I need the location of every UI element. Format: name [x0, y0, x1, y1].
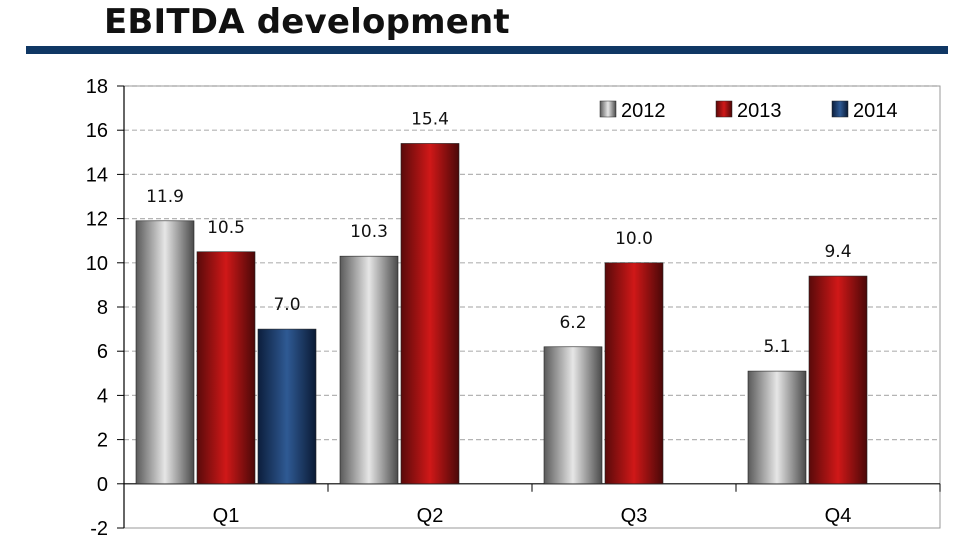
data-label: 5.1 — [763, 337, 790, 357]
data-label: 10.5 — [207, 218, 245, 238]
x-category-label: Q4 — [825, 505, 852, 527]
legend-swatch-2013 — [715, 100, 733, 118]
bar-2012-q4 — [747, 370, 807, 485]
chart-title: EBITDA development — [104, 2, 510, 42]
y-tick-label: 16 — [86, 120, 108, 142]
y-tick-label: 6 — [97, 341, 108, 363]
data-label: 6.2 — [559, 313, 586, 333]
bar-2013-q1 — [196, 251, 256, 485]
legend-label-2014: 2014 — [853, 100, 898, 122]
data-label: 15.4 — [411, 109, 449, 129]
bar-2013-q4 — [808, 275, 868, 485]
y-tick-label: 10 — [86, 253, 108, 275]
bar-2012-q1 — [135, 220, 195, 485]
bar-2012-q3 — [543, 346, 603, 485]
title-underline — [26, 46, 948, 54]
legend-label-2012: 2012 — [621, 100, 666, 122]
y-tick-label: 2 — [97, 430, 108, 452]
data-label: 10.3 — [350, 222, 388, 242]
y-tick-label: 18 — [86, 76, 108, 98]
data-label: 7.0 — [273, 295, 300, 315]
bar-2013-q3 — [604, 262, 664, 485]
x-category-label: Q3 — [621, 505, 648, 527]
data-labels: 11.9 10.3 6.2 5.1 10.5 15.4 10.0 9.4 7.0 — [146, 109, 851, 357]
bar-2012-q2 — [339, 255, 399, 485]
data-label: 10.0 — [615, 229, 653, 249]
bars — [135, 143, 868, 485]
legend-label-2013: 2013 — [737, 100, 782, 122]
axes: -2 0 2 4 6 8 10 12 14 16 18 Q1 Q2 Q3 Q4 — [86, 76, 941, 540]
legend-swatch-2012 — [599, 100, 617, 118]
y-tick-label: 0 — [97, 474, 108, 496]
bar-2013-q2 — [400, 143, 460, 485]
y-tick-label: 14 — [86, 164, 108, 186]
data-label: 9.4 — [824, 242, 851, 262]
legend: 2012 2013 2014 — [599, 100, 898, 122]
bar-2014-q1 — [257, 328, 317, 485]
x-category-label: Q1 — [213, 505, 240, 527]
data-label: 11.9 — [146, 187, 184, 207]
x-category-label: Q2 — [417, 505, 444, 527]
y-tick-label: 8 — [97, 297, 108, 319]
y-tick-label: 12 — [86, 209, 108, 231]
y-tick-label: 4 — [97, 385, 108, 407]
y-tick-label: -2 — [90, 518, 108, 540]
legend-swatch-2014 — [831, 100, 849, 118]
